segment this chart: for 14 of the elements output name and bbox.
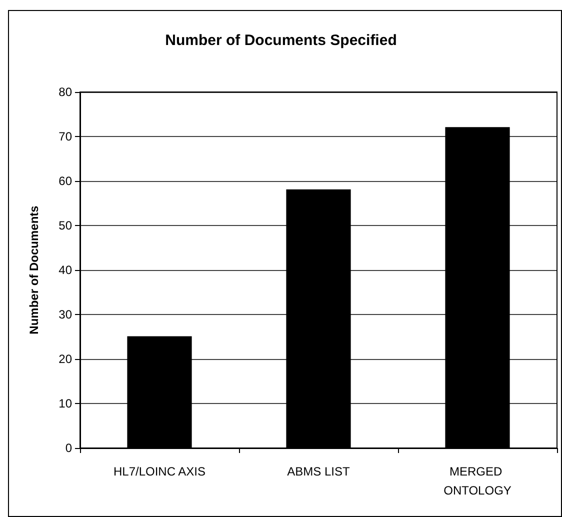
y-tick-label: 40	[58, 263, 72, 277]
y-tick-label: 30	[58, 308, 72, 322]
y-tick-label: 70	[58, 130, 72, 144]
y-tick-label: 10	[58, 396, 72, 410]
y-tick-label: 80	[58, 85, 72, 99]
chart-title: Number of Documents Specified	[165, 32, 397, 49]
y-tick-label: 60	[58, 174, 72, 188]
y-tick-label: 20	[58, 352, 72, 366]
y-tick-label: 0	[65, 441, 72, 455]
y-axis-title: Number of Documents	[27, 205, 41, 334]
x-tick-label: ABMS LIST	[287, 464, 351, 478]
y-tick-label: 50	[58, 218, 72, 232]
x-tick-label: MERGED ONTOLOGY	[444, 464, 512, 498]
x-tick-label: HL7/LOINC AXIS	[113, 464, 206, 478]
